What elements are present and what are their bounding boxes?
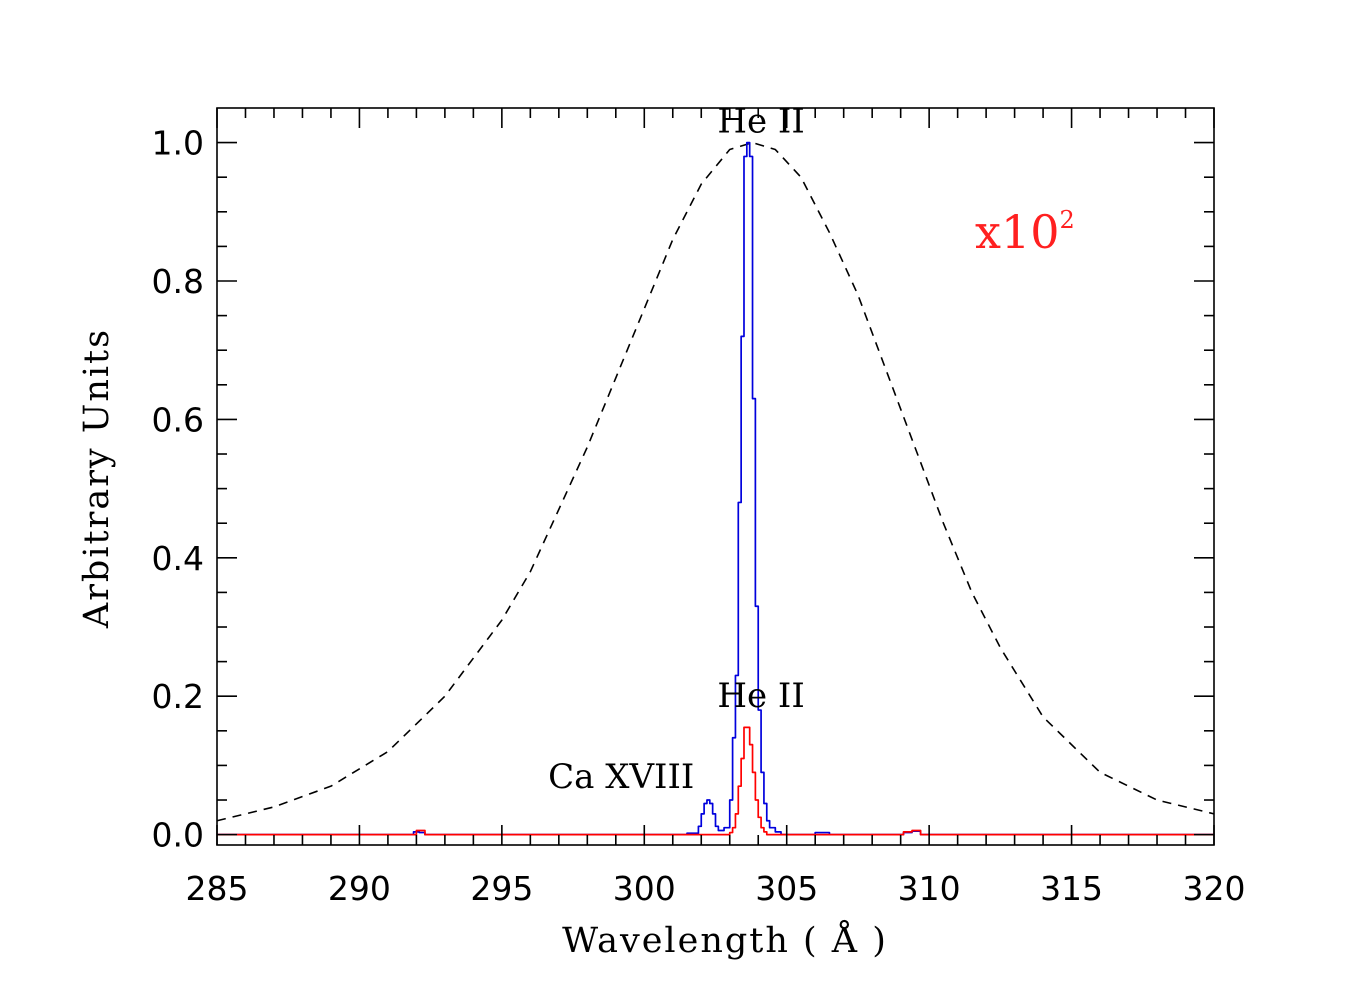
x-axis-title: Wavelength ( Å )	[562, 918, 888, 961]
plot-frame	[216, 107, 1215, 846]
y-tick-label: 0.8	[152, 262, 204, 301]
y-axis-title: Arbitrary Units	[77, 328, 117, 629]
ticks-layer: 285 290 295 300 305 310 315 320 0.0 0.2 0.4 0.6 0.8 1…	[152, 108, 1246, 908]
y-tick-label: 0.2	[152, 677, 204, 716]
y-tick-label: 1.0	[152, 124, 204, 163]
scale-note-exponent: 2	[1059, 206, 1074, 234]
line-annotation: He II	[717, 102, 804, 142]
y-tick-label: 0.0	[152, 816, 204, 855]
x-tick-label: 320	[1183, 869, 1246, 908]
x-tick-label: 300	[613, 869, 676, 908]
scale-note: x102	[975, 205, 1075, 259]
x-tick-label: 315	[1040, 869, 1103, 908]
series-layer	[216, 141, 1215, 836]
series-line-3	[217, 726, 1214, 836]
y-tick-label: 0.6	[152, 400, 204, 439]
scale-note-base: x10	[975, 205, 1059, 259]
series-line-2	[217, 141, 1214, 836]
x-tick-label: 290	[328, 869, 391, 908]
x-tick-label: 305	[755, 869, 818, 908]
line-annotation: He II	[717, 676, 804, 716]
x-tick-label: 295	[470, 869, 533, 908]
x-tick-label: 310	[898, 869, 961, 908]
series-line-1	[216, 141, 1215, 822]
y-tick-label: 0.4	[152, 539, 204, 578]
line-annotation: Ca XVIII	[548, 757, 694, 797]
annotation-layer: He II He II Ca XVIII	[548, 102, 805, 797]
x-tick-label: 285	[186, 869, 249, 908]
